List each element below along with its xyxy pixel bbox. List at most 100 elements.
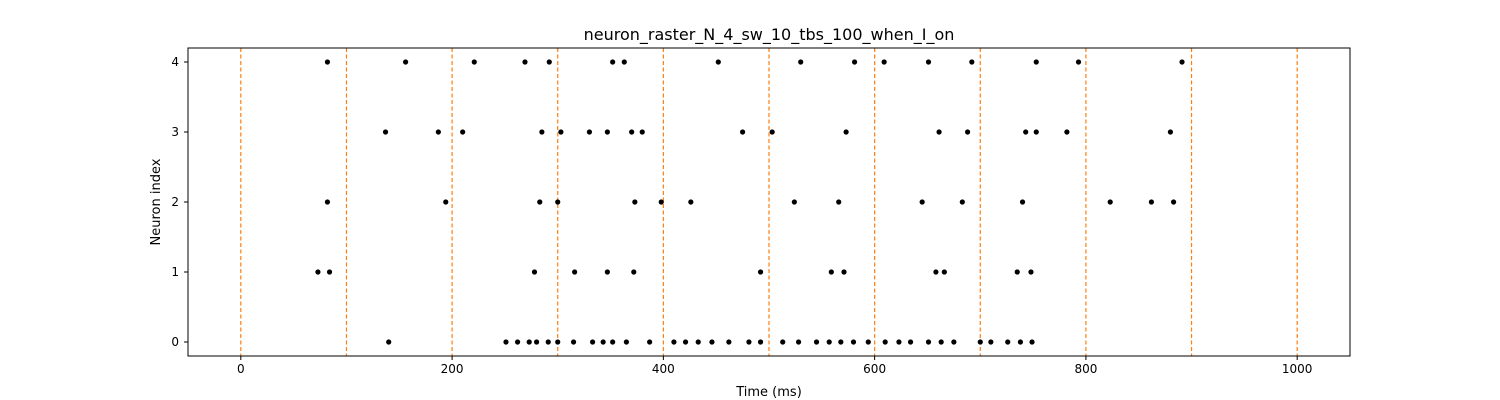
spike-point	[865, 339, 871, 345]
chart-title: neuron_raster_N_4_sw_10_tbs_100_when_I_o…	[584, 25, 955, 45]
spike-point	[933, 269, 939, 275]
spike-point	[534, 339, 540, 345]
spike-point	[600, 339, 606, 345]
spike-point	[324, 199, 331, 205]
spike-point	[647, 339, 653, 345]
spike-point	[586, 129, 593, 135]
spike-point	[572, 269, 578, 275]
spike-point	[881, 59, 887, 65]
spike-point	[589, 339, 596, 345]
spike-point	[695, 339, 701, 345]
x-tick-label: 1000	[1282, 362, 1313, 376]
spike-point	[315, 269, 321, 275]
y-tick-label: 4	[171, 55, 179, 69]
spike-point	[514, 339, 521, 345]
spike-point	[632, 199, 638, 205]
spike-point	[531, 269, 538, 275]
spike-point	[757, 339, 764, 345]
spike-point	[826, 339, 832, 345]
spike-point	[443, 199, 449, 205]
spike-point	[522, 59, 528, 65]
x-tick-label: 800	[1074, 362, 1097, 376]
spike-point	[682, 339, 689, 345]
x-tick-label: 400	[652, 362, 675, 376]
spike-point	[964, 129, 971, 135]
spike-point	[604, 129, 610, 135]
spike-point	[1179, 59, 1185, 65]
spike-point	[907, 339, 914, 345]
spike-point	[545, 339, 551, 345]
spike-point	[639, 129, 645, 135]
spike-point	[977, 339, 983, 345]
spike-point	[769, 129, 775, 135]
spike-point	[1167, 129, 1174, 135]
spike-point	[843, 129, 849, 135]
spike-point	[938, 339, 944, 345]
spike-point	[941, 269, 947, 275]
spike-point	[386, 339, 392, 345]
spike-point	[324, 59, 331, 65]
y-tick-label: 1	[171, 265, 179, 279]
spike-point	[1029, 339, 1035, 345]
spike-point	[709, 339, 715, 345]
spike-point	[896, 339, 902, 345]
spike-point	[813, 339, 820, 345]
spike-point	[850, 339, 857, 345]
x-tick-label: 0	[237, 362, 245, 376]
spike-point	[604, 269, 610, 275]
spike-point	[936, 129, 942, 135]
spike-point	[726, 339, 732, 345]
spike-point	[1019, 199, 1026, 205]
y-tick-label: 0	[171, 335, 179, 349]
y-axis-label: Neuron index	[149, 158, 164, 245]
x-tick-label: 600	[863, 362, 886, 376]
spike-point	[610, 339, 616, 345]
spike-point	[631, 269, 637, 275]
spike-point	[925, 339, 932, 345]
spike-point	[1107, 199, 1113, 205]
spike-point	[471, 59, 477, 65]
spike-point	[1005, 339, 1011, 345]
spike-point	[795, 339, 802, 345]
x-tick-label: 200	[441, 362, 464, 376]
spike-point	[838, 339, 844, 345]
spike-point	[629, 129, 635, 135]
spike-point	[739, 129, 746, 135]
x-axis-label: Time (ms)	[735, 385, 802, 400]
spike-point	[882, 339, 888, 345]
spike-points	[315, 59, 1185, 345]
spike-point	[1028, 269, 1034, 275]
spike-point	[671, 339, 677, 345]
spike-point	[621, 59, 627, 65]
x-axis-ticks: 0 200 400 600 800 1000	[237, 356, 1312, 376]
spike-point	[570, 339, 577, 345]
y-tick-label: 3	[171, 125, 179, 139]
spike-point	[1014, 269, 1020, 275]
spike-point	[1170, 199, 1177, 205]
spike-point	[326, 269, 333, 275]
spike-point	[841, 269, 847, 275]
spike-point	[919, 199, 925, 205]
spike-point	[539, 129, 545, 135]
spike-point	[791, 199, 797, 205]
spike-point	[715, 59, 721, 65]
spike-point	[1033, 59, 1039, 65]
spike-point	[526, 339, 532, 345]
y-axis-ticks: 0 1 2 3 4	[171, 55, 188, 349]
spike-point	[851, 59, 858, 65]
spike-point	[382, 129, 389, 135]
spike-point	[555, 199, 561, 205]
spike-point	[988, 339, 994, 345]
spike-point	[969, 59, 975, 65]
spike-point	[658, 199, 664, 205]
spike-point	[780, 339, 786, 345]
spike-point	[537, 199, 543, 205]
spike-point	[951, 339, 957, 345]
spike-point	[555, 339, 561, 345]
spike-point	[610, 59, 616, 65]
spike-point	[688, 199, 694, 205]
spike-point	[1148, 199, 1155, 205]
spike-point	[546, 59, 552, 65]
